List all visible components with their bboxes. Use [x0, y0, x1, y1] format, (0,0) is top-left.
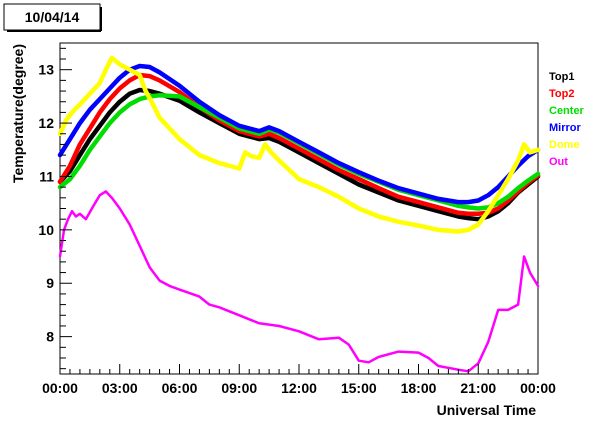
- legend-label-out: Out: [549, 156, 568, 168]
- y-tick-label: 11: [39, 168, 54, 184]
- y-tick-label: 8: [46, 329, 54, 345]
- legend-label-top1: Top1: [549, 71, 574, 83]
- x-tick-label: 06:00: [162, 380, 198, 396]
- legend-label-top2: Top2: [549, 88, 574, 100]
- x-axis-title: Universal Time: [437, 402, 537, 418]
- x-tick-label: 09:00: [221, 380, 257, 396]
- legend-label-mirror: Mirror: [549, 122, 582, 134]
- y-tick-label: 9: [46, 275, 54, 291]
- x-tick-label: 15:00: [341, 380, 377, 396]
- y-tick-label: 13: [38, 62, 54, 78]
- x-tick-label: 18:00: [401, 380, 437, 396]
- x-tick-label: 12:00: [281, 380, 317, 396]
- y-axis-title: Temperature(degree): [10, 44, 26, 183]
- y-tick-label: 12: [38, 115, 54, 131]
- x-tick-label: 03:00: [102, 380, 138, 396]
- x-tick-label: 00:00: [42, 380, 78, 396]
- x-tick-label: 21:00: [460, 380, 496, 396]
- legend: Top1 Top2 Center Mirror Dome Out: [549, 71, 585, 168]
- legend-label-center: Center: [549, 105, 585, 117]
- legend-label-dome: Dome: [549, 139, 580, 151]
- x-tick-label: 00:00: [520, 380, 556, 396]
- chart-title: 10/04/14: [25, 9, 80, 25]
- y-tick-label: 10: [38, 222, 54, 238]
